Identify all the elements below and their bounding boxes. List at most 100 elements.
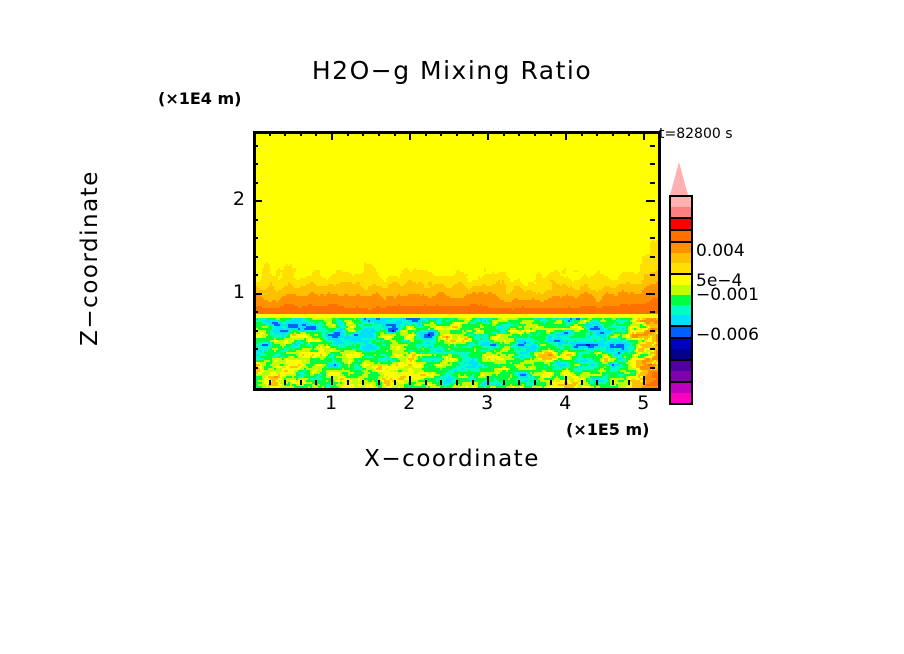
x-minor-tick-top [503, 131, 505, 136]
y-minor-tick [253, 330, 258, 332]
y-minor-tick-right [650, 219, 655, 221]
x-minor-tick [269, 380, 271, 385]
y-minor-tick [253, 256, 258, 258]
x-minor-tick [534, 380, 536, 385]
x-minor-tick-top [534, 131, 536, 136]
y-minor-tick-right [650, 145, 655, 147]
x-major-tick [331, 376, 333, 385]
mixing-ratio-field [256, 134, 658, 388]
colorbar-segment [671, 371, 691, 381]
y-minor-tick [253, 219, 258, 221]
x-minor-tick [425, 380, 427, 385]
colorbar-segment [671, 207, 691, 217]
y-minor-tick [253, 237, 258, 239]
x-minor-tick [284, 380, 286, 385]
x-minor-tick-top [315, 131, 317, 136]
y-minor-tick [253, 274, 258, 276]
colorbar-label: 0.004 [696, 241, 745, 261]
x-tick-label: 2 [403, 392, 416, 414]
y-minor-tick [253, 163, 258, 165]
x-minor-tick [456, 380, 458, 385]
colorbar-segment [671, 305, 691, 315]
x-minor-tick-top [612, 131, 614, 136]
colorbar-separator [671, 273, 691, 275]
x-minor-tick-top [362, 131, 364, 136]
colorbar-segment [671, 349, 691, 359]
colorbar-segment [671, 197, 691, 207]
x-minor-tick [472, 380, 474, 385]
x-major-tick-top [487, 131, 489, 140]
x-minor-tick [378, 380, 380, 385]
x-minor-tick [550, 380, 552, 385]
colorbar-segment [671, 393, 691, 403]
x-tick-label: 3 [481, 392, 494, 414]
x-minor-tick [581, 380, 583, 385]
y-minor-tick-right [650, 274, 655, 276]
x-minor-tick-top [596, 131, 598, 136]
x-minor-tick-top [347, 131, 349, 136]
y-minor-tick [253, 348, 258, 350]
y-minor-tick-right [650, 163, 655, 165]
x-minor-tick [440, 380, 442, 385]
colorbar-separator [671, 381, 691, 383]
x-minor-tick [518, 380, 520, 385]
x-minor-tick [315, 380, 317, 385]
colorbar-arrow-icon [670, 162, 688, 195]
y-major-tick-right [646, 293, 655, 295]
y-minor-tick-right [650, 237, 655, 239]
colorbar-separator [671, 217, 691, 219]
x-major-tick [643, 376, 645, 385]
x-tick-label: 5 [637, 392, 650, 414]
colorbar-segment [671, 339, 691, 349]
x-minor-tick [628, 380, 630, 385]
x-major-tick [565, 376, 567, 385]
colorbar-segment [671, 243, 691, 253]
x-minor-tick [612, 380, 614, 385]
x-minor-tick-top [425, 131, 427, 136]
x-major-tick-top [565, 131, 567, 140]
x-axis-units-label: (×1E5 m) [566, 420, 650, 439]
colorbar-bands [669, 195, 693, 405]
y-minor-tick-right [650, 330, 655, 332]
colorbar-segment [671, 253, 691, 263]
colorbar-segment [671, 315, 691, 325]
colorbar-segment [671, 383, 691, 393]
x-minor-tick-top [378, 131, 380, 136]
colorbar-segment [671, 285, 691, 295]
x-minor-tick [596, 380, 598, 385]
plot-area [253, 131, 661, 391]
y-minor-tick [253, 182, 258, 184]
x-minor-tick-top [440, 131, 442, 136]
x-minor-tick-top [284, 131, 286, 136]
x-tick-label: 4 [559, 392, 572, 414]
page-title: H2O−g Mixing Ratio [311, 56, 593, 85]
y-major-tick [253, 293, 262, 295]
x-minor-tick-top [269, 131, 271, 136]
y-minor-tick [253, 311, 258, 313]
x-minor-tick-top [300, 131, 302, 136]
colorbar-segment [671, 327, 691, 337]
colorbar-label: 5e−4 [696, 271, 743, 292]
x-minor-tick [300, 380, 302, 385]
time-stamp-label: t=82800 s [659, 126, 733, 142]
colorbar-separator [671, 337, 691, 339]
x-major-tick-top [331, 131, 333, 140]
y-axis-title: Z−coordinate [77, 170, 103, 346]
colorbar-label: −0.006 [696, 324, 759, 345]
x-major-tick [487, 376, 489, 385]
x-minor-tick [394, 380, 396, 385]
y-minor-tick-right [650, 256, 655, 258]
colorbar-segment [671, 263, 691, 273]
x-minor-tick-top [628, 131, 630, 136]
x-major-tick-top [643, 131, 645, 140]
colorbar-separator [671, 241, 691, 243]
x-minor-tick [362, 380, 364, 385]
colorbar-separator [671, 325, 691, 327]
x-tick-label: 1 [325, 392, 338, 414]
colorbar-segment [671, 231, 691, 241]
colorbar-segment [671, 219, 691, 229]
colorbar-separator [671, 229, 691, 231]
y-major-tick-right [646, 200, 655, 202]
colorbar-segment [671, 361, 691, 371]
